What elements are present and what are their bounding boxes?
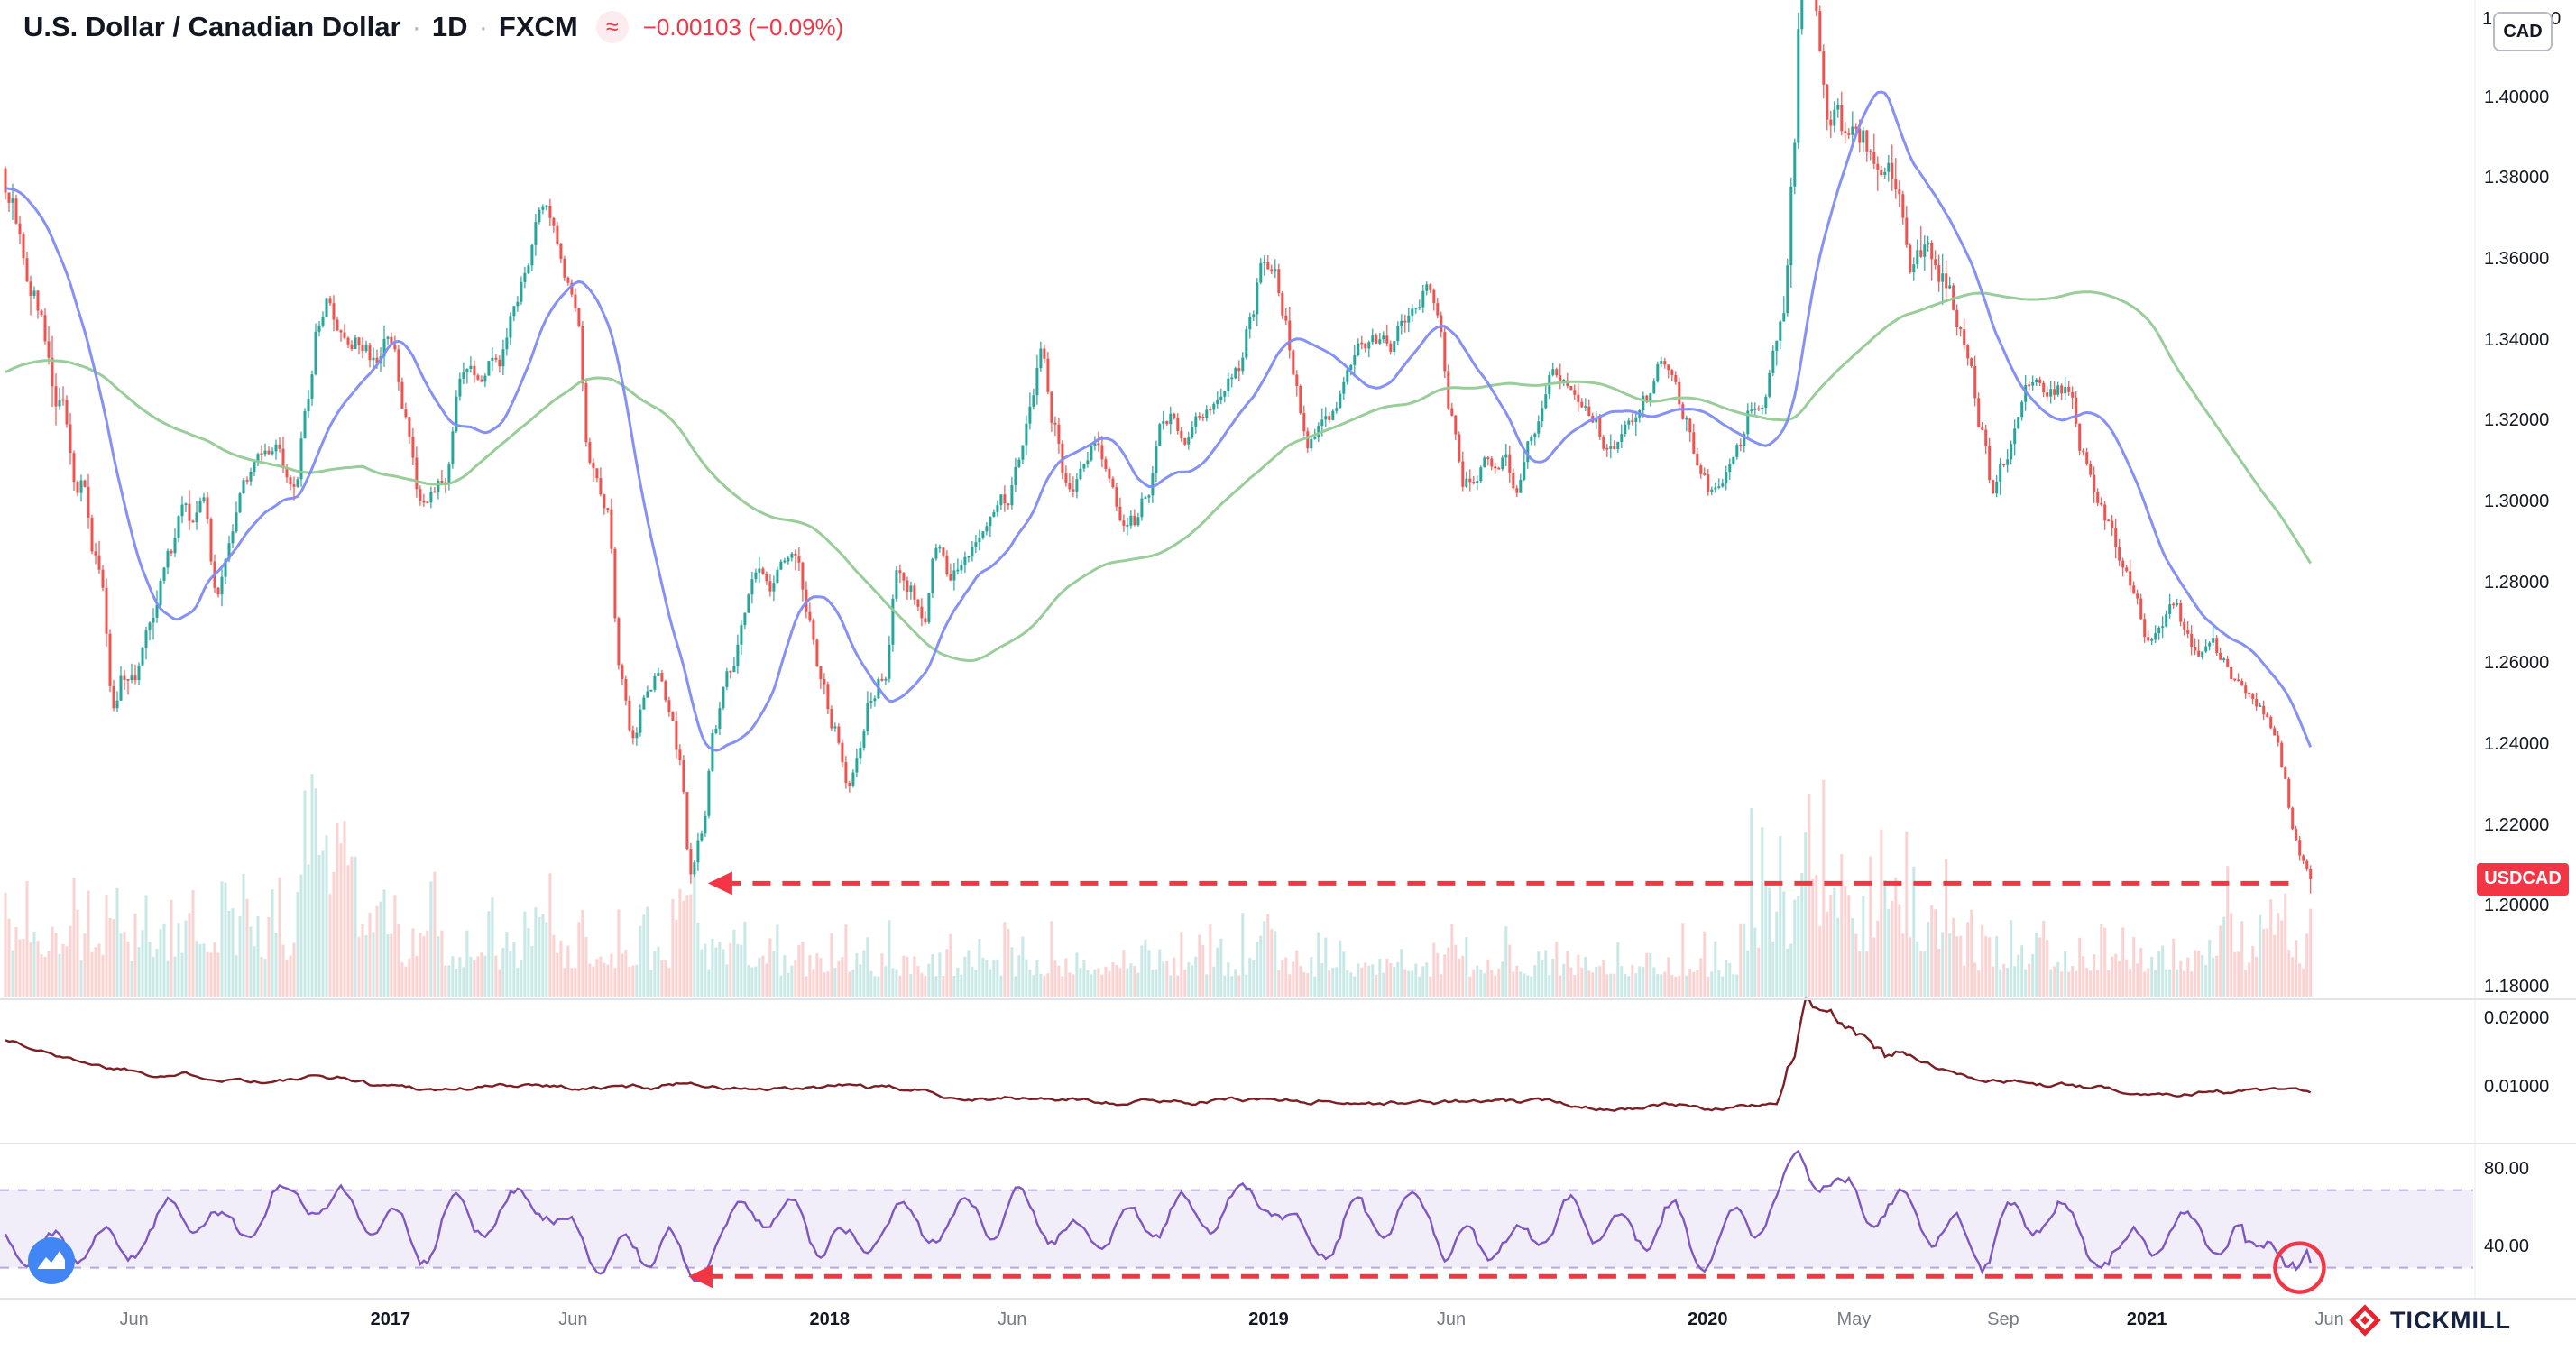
- exchange-label: FXCM: [498, 11, 578, 42]
- tickmill-icon: [2349, 1304, 2381, 1337]
- symbol-title-button[interactable]: U.S. Dollar / Canadian Dollar: [23, 11, 401, 42]
- oscillator-line: [4, 1149, 2312, 1282]
- price-low-arrow[interactable]: [707, 871, 2289, 896]
- tradingview-logo[interactable]: [27, 1236, 76, 1285]
- tradingview-logo-icon: [28, 1237, 75, 1284]
- delayed-data-icon[interactable]: ≈: [595, 11, 629, 43]
- tickmill-wordmark: TICKMILL: [2390, 1306, 2511, 1334]
- oscillator-low-circle[interactable]: [2273, 1241, 2326, 1294]
- header-separator: ·: [411, 11, 421, 42]
- price-change-label: −0.00103 (−0.09%): [642, 13, 844, 41]
- interval-button[interactable]: 1D: [431, 11, 468, 42]
- symbol-header: U.S. Dollar / Canadian Dollar · 1D · FXC…: [23, 11, 843, 43]
- volume-bars: [4, 774, 2313, 997]
- oscillator-band: [0, 1190, 2473, 1268]
- volatility-line: [5, 997, 2312, 1112]
- ma-fast-line: [5, 90, 2313, 752]
- oscillator-low-arrow[interactable]: [688, 1264, 2271, 1289]
- candlesticks: [4, 0, 2313, 894]
- ma-slow-line: [5, 290, 2312, 663]
- tickmill-logo: TICKMILL: [2349, 1304, 2511, 1337]
- header-separator: ·: [478, 11, 488, 42]
